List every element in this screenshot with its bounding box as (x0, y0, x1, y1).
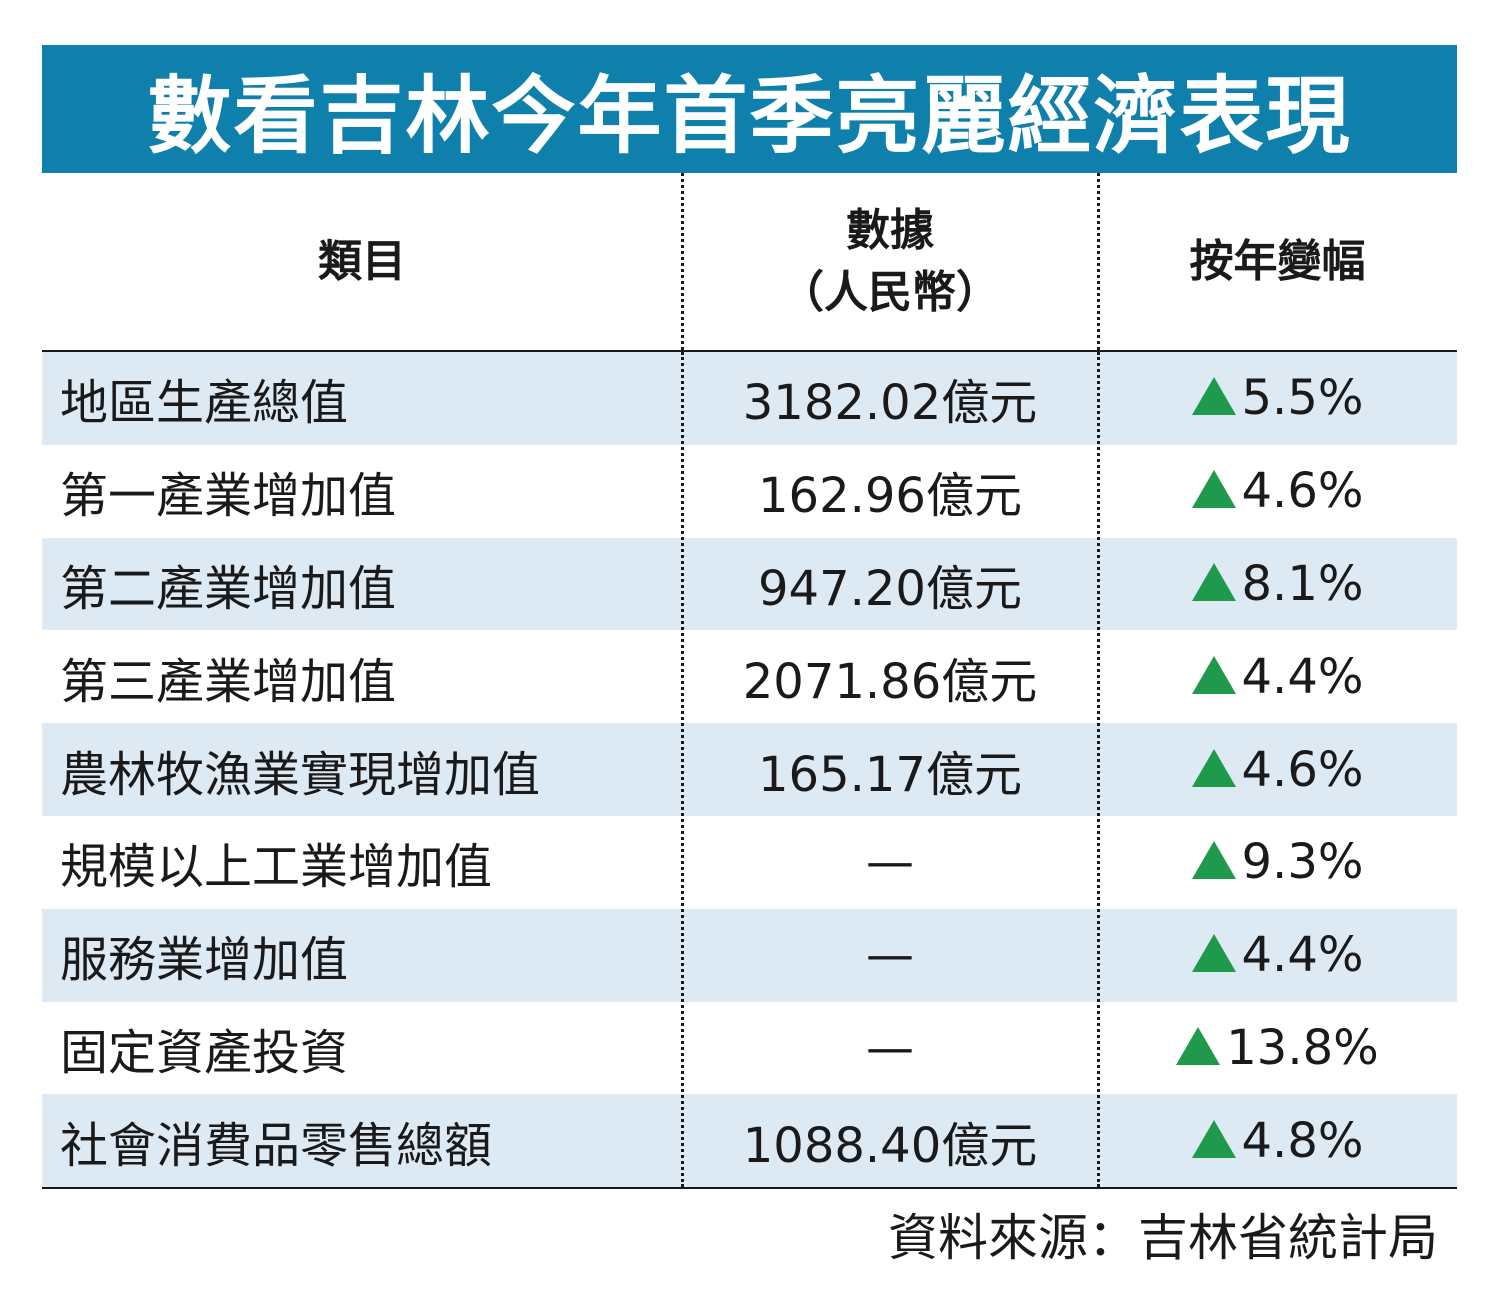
up-triangle-icon (1191, 934, 1236, 973)
row-change: 4.4% (1098, 909, 1457, 1002)
up-triangle-icon (1191, 655, 1236, 694)
up-triangle-icon (1191, 377, 1236, 416)
row-category: 規模以上工業增加值 (60, 839, 493, 896)
table-row: 規模以上工業增加值 — 9.3% (42, 816, 1457, 909)
row-value: 165.17億元 (758, 746, 1022, 803)
column-divider (681, 352, 684, 1188)
row-value: 2071.86億元 (742, 653, 1038, 710)
header-data: 數據 （人民幣） (682, 173, 1098, 350)
column-divider (1097, 173, 1100, 350)
row-change: 4.6% (1098, 723, 1457, 816)
row-change-value: 4.6% (1241, 463, 1364, 520)
row-change-value: 8.1% (1241, 555, 1364, 612)
row-change: 8.1% (1098, 538, 1457, 631)
row-change-value: 4.4% (1241, 927, 1364, 984)
header-change-label: 按年變幅 (1189, 235, 1366, 287)
up-triangle-icon (1176, 1026, 1221, 1065)
row-change-value: 5.5% (1241, 370, 1364, 427)
up-triangle-icon (1191, 470, 1236, 509)
table-header: 類目 數據 （人民幣） 按年變幅 (42, 173, 1457, 352)
table-row: 農林牧漁業實現增加值 165.17億元 4.6% (42, 723, 1457, 816)
row-value: 162.96億元 (758, 468, 1022, 525)
row-value: — (866, 927, 914, 984)
row-category: 地區生產總值 (60, 375, 349, 432)
row-change: 4.4% (1098, 630, 1457, 723)
header-change: 按年變幅 (1098, 173, 1457, 350)
column-divider (681, 173, 684, 350)
header-data-currency: （人民幣） (780, 266, 1000, 318)
table-row: 第三產業增加值 2071.86億元 4.4% (42, 630, 1457, 723)
row-value: — (866, 834, 914, 891)
table-row: 第一產業增加值 162.96億元 4.6% (42, 445, 1457, 538)
row-category: 社會消費品零售總額 (60, 1117, 493, 1174)
row-change-value: 13.8% (1226, 1019, 1379, 1076)
header-category: 類目 (42, 173, 682, 350)
row-change-value: 4.4% (1241, 648, 1364, 705)
row-change-value: 9.3% (1241, 834, 1364, 891)
row-category: 第三產業增加值 (60, 653, 397, 710)
economic-data-table: 類目 數據 （人民幣） 按年變幅 地區生產總值 3182.02億元 5.5% 第… (42, 173, 1457, 1190)
header-category-label: 類目 (318, 235, 406, 287)
column-divider (1097, 352, 1100, 1188)
row-value: 947.20億元 (758, 560, 1022, 617)
table-body: 地區生產總值 3182.02億元 5.5% 第一產業增加值 162.96億元 4… (42, 352, 1457, 1190)
table-row: 第二產業增加值 947.20億元 8.1% (42, 537, 1457, 631)
up-triangle-icon (1191, 841, 1236, 880)
table-row: 地區生產總值 3182.02億元 5.5% (42, 352, 1457, 445)
row-category: 農林牧漁業實現增加值 (60, 746, 541, 803)
row-value: 3182.02億元 (742, 375, 1038, 432)
row-value: 1088.40億元 (742, 1117, 1038, 1174)
row-change-value: 4.6% (1241, 741, 1364, 798)
row-change: 9.3% (1098, 816, 1457, 909)
page-title: 數看吉林今年首季亮麗經濟表現 (42, 45, 1457, 173)
table-row: 社會消費品零售總額 1088.40億元 4.8% (42, 1094, 1457, 1188)
row-category: 固定資產投資 (60, 1024, 349, 1081)
row-value: — (866, 1019, 914, 1076)
up-triangle-icon (1191, 562, 1236, 601)
row-category: 第二產業增加值 (60, 560, 397, 617)
row-change: 4.6% (1098, 445, 1457, 538)
row-change: 13.8% (1098, 1002, 1457, 1095)
up-triangle-icon (1191, 1119, 1236, 1158)
row-change: 5.5% (1098, 352, 1457, 445)
table-row: 服務業增加值 — 4.4% (42, 908, 1457, 1002)
table-row: 固定資產投資 — 13.8% (42, 1002, 1457, 1095)
row-category: 服務業增加值 (60, 932, 349, 989)
row-change-value: 4.8% (1241, 1112, 1364, 1169)
row-category: 第一產業增加值 (60, 468, 397, 525)
source-note: 資料來源：吉林省統計局 (888, 1209, 1438, 1267)
up-triangle-icon (1191, 748, 1236, 787)
row-change: 4.8% (1098, 1094, 1457, 1187)
header-data-label: 數據 (846, 204, 934, 256)
